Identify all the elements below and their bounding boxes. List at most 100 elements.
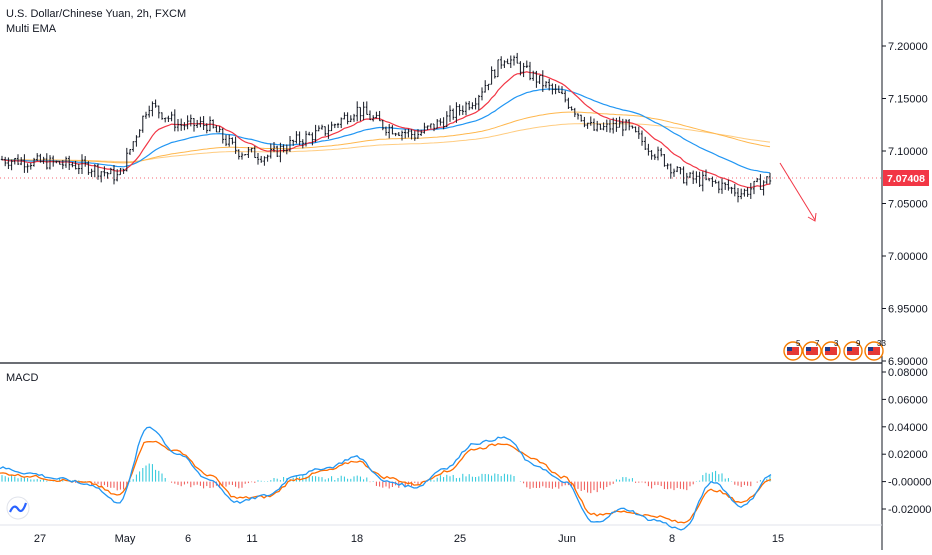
candle — [503, 60, 506, 68]
candle — [528, 61, 532, 81]
candle — [356, 101, 359, 122]
candle — [464, 101, 468, 116]
candle — [756, 178, 759, 183]
candle — [580, 114, 583, 122]
indicator-label-macd[interactable]: MACD — [6, 372, 39, 384]
event-badges[interactable]: 5 7 3 9 33 — [783, 339, 886, 361]
candle — [525, 60, 528, 69]
candle — [218, 126, 221, 133]
candle — [692, 170, 695, 184]
price-axis[interactable]: 7.20000 7.15000 7.10000 7.05000 7.00000 6.950… — [882, 41, 928, 368]
candle — [231, 137, 234, 145]
time-tick-label: May — [115, 533, 136, 545]
candle — [84, 156, 87, 167]
candle — [151, 101, 154, 117]
candle — [570, 106, 573, 111]
candle — [327, 124, 330, 139]
price-tick-label: 7.00000 — [888, 251, 928, 263]
candle — [404, 129, 407, 139]
candle — [180, 118, 183, 131]
candle — [560, 86, 564, 95]
candle — [333, 123, 336, 129]
candle — [362, 101, 365, 121]
candle — [656, 146, 660, 161]
candle — [90, 168, 93, 177]
candle — [285, 144, 288, 155]
candle — [634, 126, 637, 133]
candle — [541, 70, 544, 92]
candle — [544, 81, 548, 88]
candle — [279, 142, 282, 163]
candle — [573, 107, 576, 118]
candle — [522, 62, 525, 78]
candle — [317, 125, 320, 132]
candle — [58, 160, 61, 165]
symbol-title[interactable]: U.S. Dollar/Chinese Yuan, 2h, FXCM — [6, 8, 187, 20]
event-badge[interactable]: 7 — [802, 339, 822, 361]
event-badge[interactable]: 3 — [821, 339, 841, 361]
candle — [154, 99, 157, 108]
candle — [592, 118, 596, 131]
candle — [26, 163, 29, 173]
candle — [500, 56, 503, 69]
forecast-arrow[interactable] — [779, 162, 817, 222]
candle — [682, 166, 685, 184]
ema-line-slow — [2, 111, 771, 164]
candle — [628, 119, 631, 131]
candle — [221, 128, 224, 144]
macd-axis[interactable]: 0.08000 0.06000 0.04000 0.02000 -0.00000 -0.0… — [882, 367, 931, 516]
candle — [128, 149, 132, 155]
candle — [676, 166, 679, 173]
candle — [455, 102, 458, 123]
candle — [212, 119, 215, 129]
event-badge[interactable]: 9 — [843, 339, 863, 361]
logo-icon[interactable] — [6, 496, 30, 520]
candle — [496, 59, 500, 78]
candle — [42, 156, 45, 164]
candle — [266, 154, 269, 162]
candle — [250, 147, 253, 153]
macd-line — [0, 426, 772, 531]
indicator-label-ema[interactable]: Multi EMA — [6, 23, 57, 35]
candle — [372, 115, 375, 122]
candle — [679, 166, 682, 175]
event-badge[interactable]: 5 — [783, 339, 803, 361]
candle — [720, 178, 724, 194]
candle — [263, 156, 266, 166]
candle — [109, 167, 112, 175]
candle — [253, 145, 256, 159]
time-axis[interactable]: 27 May 6 11 18 25 Jun 8 15 — [34, 533, 784, 545]
candle — [397, 131, 400, 136]
candle — [711, 176, 714, 187]
candle — [234, 136, 237, 154]
candle — [660, 147, 663, 157]
candle — [666, 163, 669, 170]
candle — [733, 183, 736, 197]
candle — [295, 131, 298, 144]
candle — [669, 163, 672, 179]
candle — [407, 128, 410, 138]
candle — [672, 168, 676, 177]
candle — [493, 69, 496, 79]
candle — [199, 116, 202, 128]
candle — [352, 113, 356, 122]
candle — [116, 169, 119, 182]
candle — [308, 131, 311, 136]
candle — [557, 85, 560, 93]
candle — [74, 160, 77, 170]
candle — [413, 130, 416, 141]
candle — [314, 124, 317, 143]
candle — [490, 66, 493, 85]
candle — [730, 186, 733, 194]
candle — [388, 124, 391, 139]
candlestick-series[interactable] — [0, 52, 772, 203]
event-badge[interactable]: 33 — [864, 339, 886, 361]
candle — [202, 116, 205, 131]
candle — [727, 179, 730, 191]
candle — [7, 157, 10, 170]
candle — [93, 164, 96, 178]
candle — [439, 118, 442, 126]
candle — [304, 130, 308, 147]
